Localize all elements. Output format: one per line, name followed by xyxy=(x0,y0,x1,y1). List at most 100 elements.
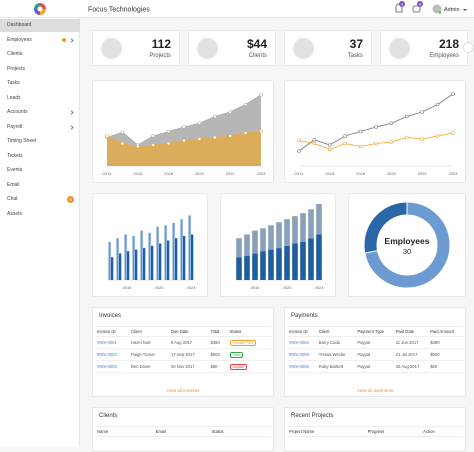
point xyxy=(389,140,394,144)
x-tick-label: 2024 xyxy=(315,285,325,290)
point xyxy=(213,135,217,140)
sidebar: Dashboard Employees Clients Projects Tasks Le… xyxy=(0,18,80,447)
bar xyxy=(167,240,170,280)
menu-item[interactable]: Accounts xyxy=(0,106,80,119)
bar xyxy=(135,249,138,280)
bar-segment xyxy=(300,213,306,242)
user-name[interactable]: Admin xyxy=(444,7,460,13)
table-cell: Unpaid xyxy=(227,360,271,373)
menu-item[interactable]: Employees xyxy=(0,34,80,47)
menu-dot xyxy=(62,37,66,42)
point xyxy=(228,110,232,114)
bar xyxy=(183,235,186,280)
x-tick-label: 2024 xyxy=(187,285,197,290)
column-header: Client xyxy=(128,326,169,337)
menu-item[interactable]: Payroll xyxy=(0,121,80,134)
bar-segment xyxy=(260,251,266,280)
point xyxy=(228,134,232,138)
point xyxy=(135,144,140,149)
stat-card: 37 Tasks xyxy=(284,30,372,66)
notif-badge xyxy=(399,1,405,7)
x-tick-label: 2024 xyxy=(449,171,459,176)
bar-segment xyxy=(268,249,274,280)
menu-item[interactable]: Timing Sheet xyxy=(7,138,37,144)
x-tick-label: 2016 xyxy=(325,171,335,176)
bar xyxy=(140,230,143,280)
menu-item[interactable]: Events xyxy=(7,167,23,173)
view-all-link[interactable]: View all payments xyxy=(356,388,394,393)
point xyxy=(435,102,440,107)
point xyxy=(297,138,301,143)
bar xyxy=(132,235,135,280)
x-tick-label: 2016 xyxy=(133,171,143,176)
menu-item[interactable]: Chat 5 xyxy=(0,193,80,206)
menu-item[interactable]: Leads xyxy=(7,94,21,101)
bar xyxy=(116,238,119,280)
msg-count: 8 xyxy=(419,2,422,7)
bar-segment xyxy=(276,222,282,249)
stat-icon xyxy=(197,38,218,59)
line xyxy=(298,132,454,150)
table-cell: Ben Dover xyxy=(128,360,169,373)
point xyxy=(327,143,332,147)
column-header: Invoice ID xyxy=(287,326,317,337)
table-card: Clients Name Email Status xyxy=(92,407,274,452)
menu-chevron xyxy=(69,110,74,115)
chat-icon[interactable] xyxy=(412,5,421,13)
chart: 2014 2016 2018 2020 2022 2024 xyxy=(295,92,459,176)
data-table: Name Email Status xyxy=(95,426,271,437)
menu-item[interactable]: Tickets xyxy=(7,152,23,159)
x-tick-label: 2014 xyxy=(103,171,113,176)
view-all-link[interactable]: View all invoices xyxy=(166,388,200,393)
table-cell: #INV-0005 xyxy=(287,348,317,361)
point xyxy=(259,129,263,134)
donut-segment xyxy=(364,201,451,289)
point xyxy=(405,135,409,140)
point xyxy=(182,125,186,129)
user-caret xyxy=(463,9,467,11)
x-tick-label: 2020 xyxy=(283,285,293,290)
table-cell: Partially Paid xyxy=(227,336,271,349)
table-cell: Paid xyxy=(227,348,271,361)
point xyxy=(435,134,440,138)
table-cell: #INV-0004 xyxy=(287,336,317,349)
menu-item[interactable]: Dashboard xyxy=(0,19,80,32)
column-header: Email xyxy=(153,426,210,437)
point xyxy=(451,131,455,135)
table-cell: 17 Sep 2017 xyxy=(168,348,209,361)
header-row: Project Name Progress Action xyxy=(287,426,463,437)
point xyxy=(297,149,301,153)
column-header: Client xyxy=(316,326,356,337)
bar xyxy=(124,234,127,280)
bar-segment xyxy=(284,219,290,246)
point xyxy=(120,141,125,146)
x-tick-label: 2016 xyxy=(251,285,261,290)
point xyxy=(166,141,171,146)
table-cell: Barry Cuda xyxy=(316,336,356,349)
settings-button[interactable] xyxy=(463,42,474,53)
bar xyxy=(111,257,114,280)
point xyxy=(312,137,317,142)
chart: 2016 2020 2024 xyxy=(235,204,325,290)
menu-item[interactable]: Clients xyxy=(7,51,23,57)
stat-value: 37 xyxy=(349,37,363,51)
bar-segment xyxy=(308,209,314,239)
menu-item[interactable]: Assets xyxy=(7,210,23,217)
column-header: Paid Date xyxy=(393,326,429,337)
menu-item[interactable]: Email xyxy=(7,181,20,188)
table-cell: Paypal xyxy=(355,360,394,373)
bar-segment xyxy=(308,238,314,280)
menu-item[interactable]: Tasks xyxy=(7,80,20,86)
table-row: #INV-0002 Paige Turner 17 Sep 2017 $500 Paid xyxy=(95,348,271,361)
data-table: Invoice ID Client Due Date Total Status #INV-… xyxy=(95,326,271,373)
bar xyxy=(119,253,122,280)
menu-item[interactable]: Projects xyxy=(7,65,26,72)
bar-segment xyxy=(252,253,258,280)
header-row: Invoice ID Client Due Date Total Status xyxy=(95,326,271,337)
table-row: #INV-0005 Tressa Wexler Paypal 21 Jul 2017 $… xyxy=(287,348,463,361)
x-tick-label: 2024 xyxy=(257,171,267,176)
avatar[interactable] xyxy=(432,4,442,14)
column-header: Paid Amount xyxy=(428,326,463,337)
